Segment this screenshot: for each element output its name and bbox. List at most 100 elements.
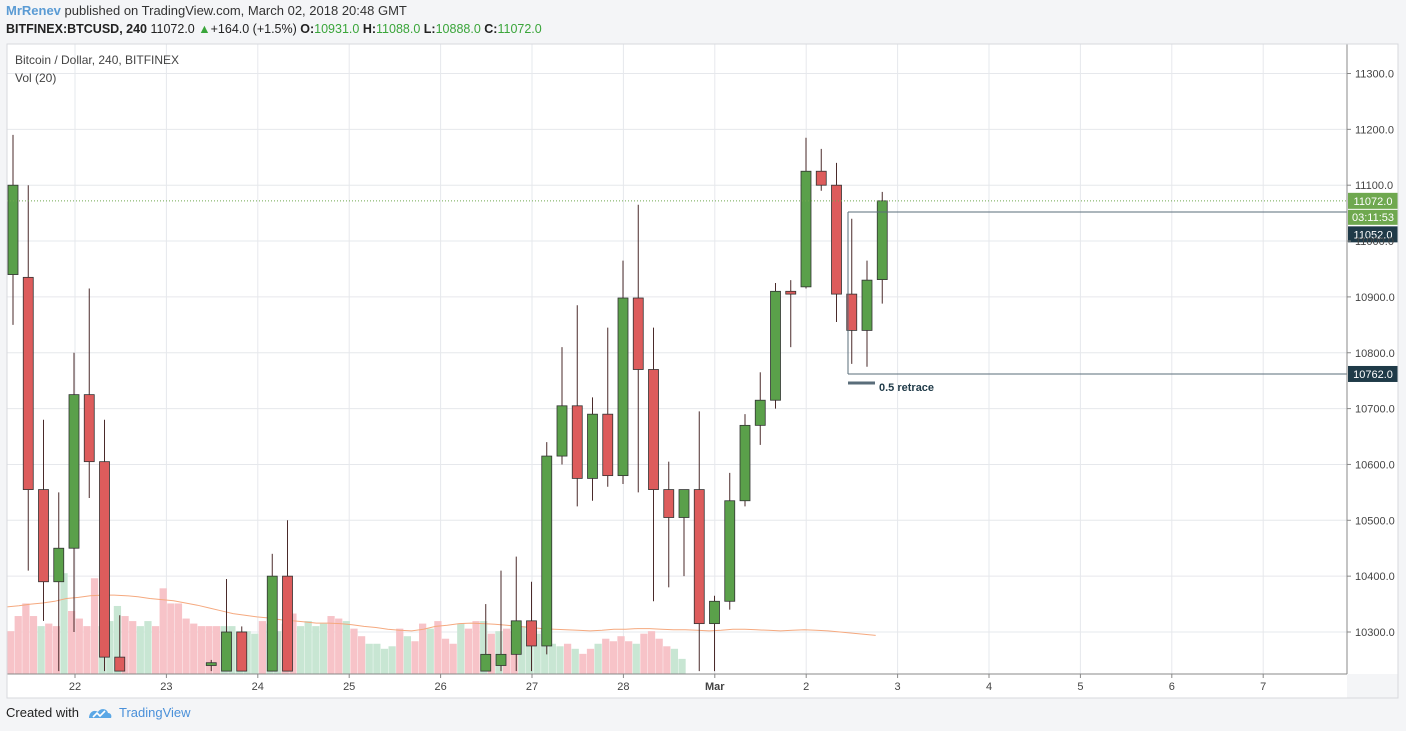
volume-bar bbox=[411, 641, 419, 674]
time-tick-label: 4 bbox=[986, 681, 992, 693]
candle-up bbox=[68, 394, 80, 549]
candle-down bbox=[693, 489, 705, 625]
box-bottom-label: 10762.0 bbox=[1353, 369, 1393, 381]
box-top-label: 11052.0 bbox=[1354, 229, 1393, 241]
price-tick-label: 11100.0 bbox=[1355, 180, 1393, 192]
volume-bar bbox=[617, 636, 625, 674]
price-tick-label: 10900.0 bbox=[1355, 292, 1395, 304]
volume-bar bbox=[647, 631, 656, 674]
volume-bar bbox=[373, 643, 381, 674]
volume-bar bbox=[342, 621, 350, 674]
volume-bar bbox=[205, 626, 213, 674]
candle-down bbox=[526, 620, 537, 647]
overlays: 0.5 retrace 11072.0 03:11:53 11052.0 10762.0 bbox=[7, 192, 1398, 394]
volume-bar bbox=[213, 626, 221, 674]
open-value: 10931.0 bbox=[314, 22, 360, 36]
volume-bar bbox=[113, 605, 122, 674]
candle-down bbox=[648, 369, 659, 490]
volume-bar bbox=[602, 638, 610, 674]
volume-bar bbox=[533, 633, 541, 674]
price-axis[interactable]: 10300.0 10400.0 10500.0 10600.0 10700.0 10800… bbox=[1347, 69, 1395, 640]
author-name[interactable]: MrRenev bbox=[6, 3, 61, 18]
candles bbox=[7, 134, 888, 672]
volume-bar bbox=[365, 643, 373, 674]
tradingview-logo-icon[interactable] bbox=[87, 706, 113, 720]
candle-up bbox=[754, 399, 766, 426]
volume-bar bbox=[159, 588, 167, 674]
volume-bar bbox=[556, 646, 564, 674]
candle-up bbox=[7, 184, 19, 275]
volume-bar bbox=[571, 648, 579, 674]
time-axis[interactable]: 22 23 24 25 26 27 28 Mar 2 3 4 5 6 7 bbox=[69, 674, 1266, 693]
volume-bar bbox=[327, 616, 335, 674]
volume-bar bbox=[609, 641, 617, 674]
box-bottom-label-bg bbox=[1348, 365, 1398, 382]
price-tick-label: 10500.0 bbox=[1355, 515, 1395, 527]
volume-bar bbox=[75, 618, 83, 674]
price-tick-label: 11000.0 bbox=[1355, 236, 1394, 248]
candle-up bbox=[678, 489, 690, 518]
volume-bar bbox=[144, 621, 152, 674]
up-arrow-icon: ▲ bbox=[198, 22, 211, 36]
publish-info: MrRenev published on TradingView.com, Ma… bbox=[6, 3, 407, 18]
ohlc-header: BITFINEX:BTCUSD, 240 11072.0 ▲+164.0 (+1… bbox=[6, 22, 542, 36]
price-tick-label: 10800.0 bbox=[1355, 348, 1395, 360]
candle-up bbox=[480, 653, 492, 672]
volume-bar bbox=[502, 628, 511, 674]
grid bbox=[7, 44, 1347, 674]
volume-bar bbox=[480, 621, 488, 674]
volume-bar bbox=[525, 633, 534, 674]
candle-up bbox=[617, 297, 629, 477]
candle-up bbox=[495, 653, 507, 666]
volume-bar bbox=[579, 653, 587, 674]
candle-down bbox=[785, 290, 797, 295]
volume-bar bbox=[274, 631, 282, 674]
volume-bar bbox=[304, 621, 312, 674]
candle-down bbox=[22, 276, 34, 490]
candle-up bbox=[221, 631, 232, 672]
candle-down bbox=[846, 293, 858, 331]
volume-bar bbox=[357, 636, 366, 674]
candle-up bbox=[861, 279, 873, 331]
candle-down bbox=[282, 575, 293, 672]
candle-up bbox=[876, 200, 888, 280]
price-tick-label: 10700.0 bbox=[1355, 404, 1395, 416]
last-price-label: 11072.0 bbox=[1354, 196, 1393, 208]
candle-up bbox=[800, 170, 812, 288]
candle-up bbox=[587, 413, 598, 479]
price-tick-label: 11200.0 bbox=[1355, 124, 1394, 136]
candle-up bbox=[541, 455, 553, 647]
volume-bar bbox=[14, 616, 22, 674]
candle-down bbox=[831, 184, 842, 295]
volume-bar bbox=[380, 648, 389, 674]
tradingview-link[interactable]: TradingView bbox=[118, 705, 191, 720]
volume-bar bbox=[182, 618, 190, 674]
candle-down bbox=[571, 405, 583, 479]
candle-up bbox=[724, 500, 736, 602]
volume-bar bbox=[541, 628, 549, 674]
volume-bar bbox=[487, 633, 495, 674]
time-tick-label: 24 bbox=[252, 681, 264, 693]
volume-bar bbox=[68, 611, 76, 674]
candle-down bbox=[114, 656, 126, 672]
volume-bar bbox=[426, 628, 434, 674]
high-label: H: bbox=[362, 22, 377, 36]
candle-up bbox=[510, 620, 522, 655]
volume-bar bbox=[197, 626, 205, 674]
plot-background bbox=[7, 44, 1347, 674]
time-tick-label: 27 bbox=[526, 681, 538, 693]
volume-bar bbox=[251, 633, 259, 674]
created-with-text: Created with bbox=[6, 705, 79, 720]
volume-bar bbox=[52, 626, 61, 674]
volume-bar bbox=[632, 643, 640, 674]
volume-bar bbox=[167, 603, 175, 674]
volume-ma-line bbox=[6, 594, 876, 636]
candle-down bbox=[663, 489, 675, 518]
time-tick-label: 6 bbox=[1169, 681, 1175, 693]
candle-up bbox=[770, 290, 781, 401]
symbol-label: BITFINEX:BTCUSD, 240 bbox=[6, 22, 147, 36]
time-tick-label: 25 bbox=[343, 681, 355, 693]
volume-bar bbox=[129, 621, 137, 674]
last-price: 11072.0 bbox=[150, 22, 195, 36]
price-chart[interactable]: 0.5 retrace 11072.0 03:11:53 11052.0 10762.0… bbox=[0, 0, 1406, 700]
